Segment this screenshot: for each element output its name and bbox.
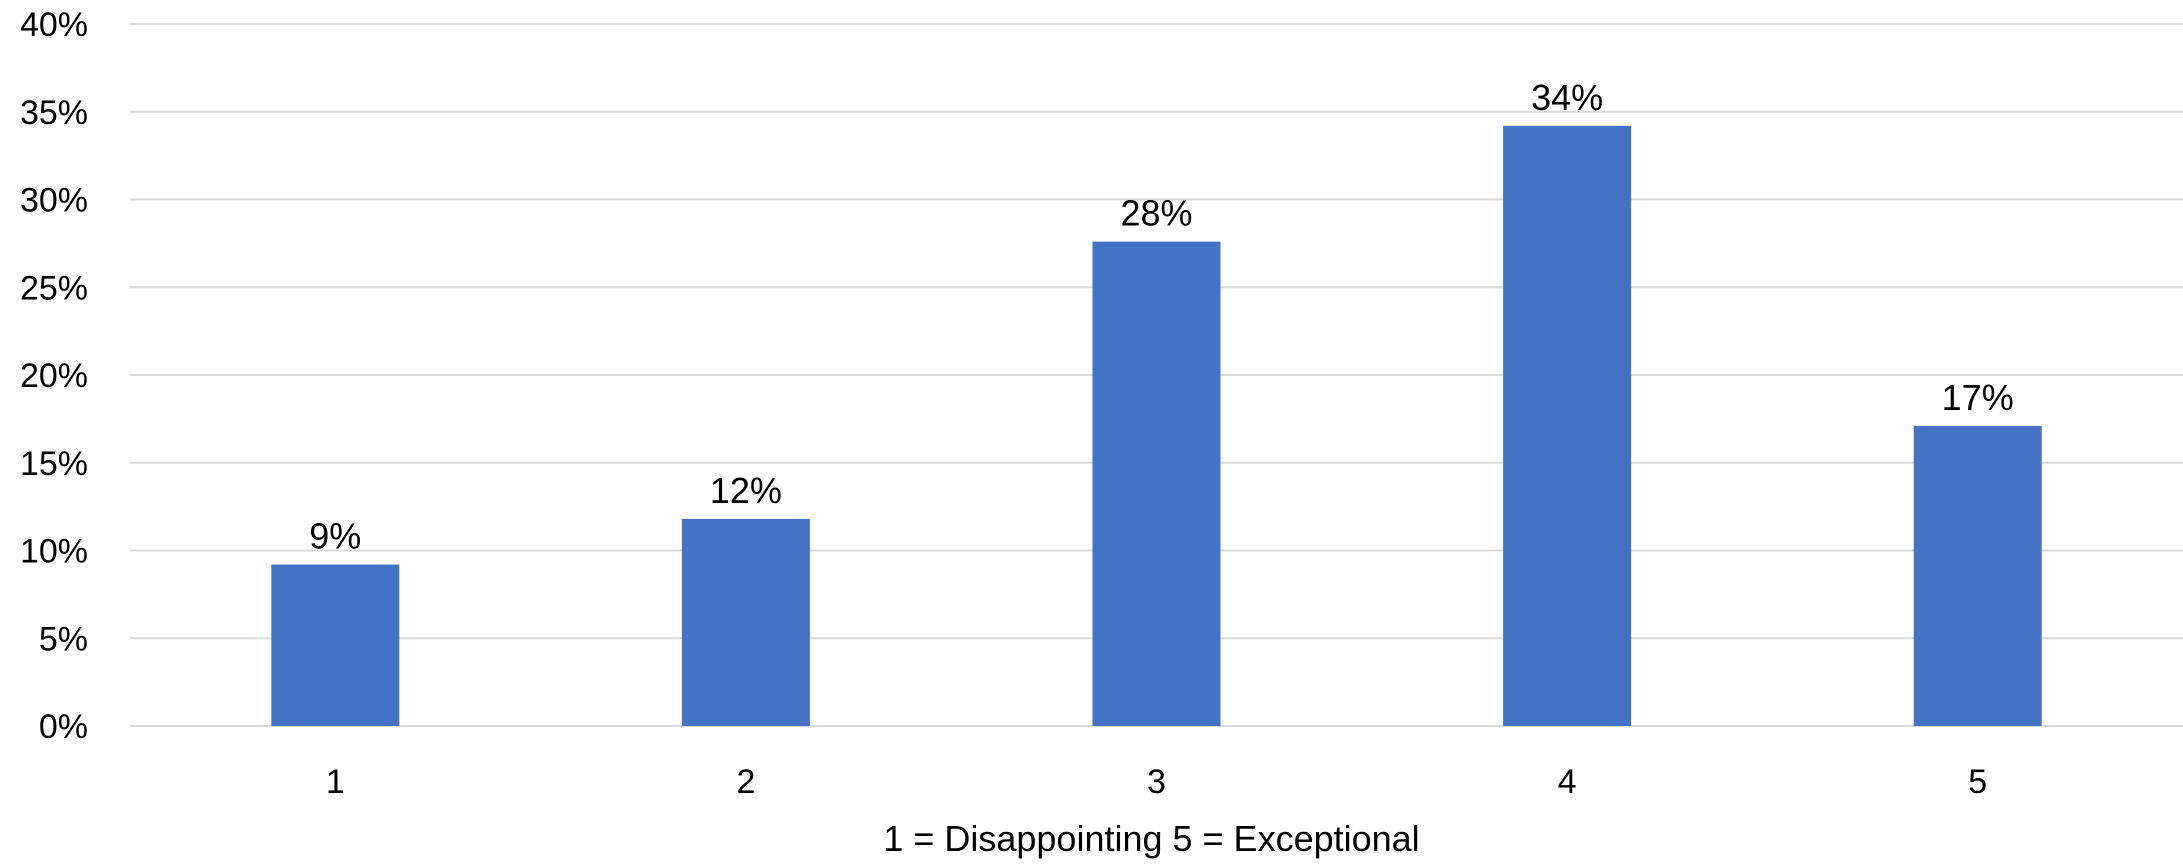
bars bbox=[271, 125, 2042, 727]
data-label: 12% bbox=[710, 470, 782, 511]
y-tick-label: 35% bbox=[20, 94, 88, 132]
y-tick-label: 5% bbox=[39, 620, 88, 658]
y-tick-label: 30% bbox=[20, 182, 88, 220]
y-tick-label: 25% bbox=[20, 269, 88, 307]
data-labels: 9% 12% 28% 34% 17% bbox=[309, 77, 2013, 557]
bar bbox=[1503, 125, 1632, 727]
x-tick-label: 1 bbox=[326, 763, 345, 801]
x-tick-label: 3 bbox=[1147, 763, 1166, 801]
bar bbox=[681, 518, 810, 726]
bar bbox=[1913, 425, 2042, 726]
x-tick-label: 4 bbox=[1558, 763, 1577, 801]
bar bbox=[1092, 241, 1221, 726]
y-tick-label: 40% bbox=[20, 6, 88, 44]
x-axis-title: 1 = Disappointing 5 = Exceptional bbox=[883, 818, 1419, 859]
x-tick-label: 2 bbox=[736, 763, 755, 801]
data-label: 9% bbox=[309, 516, 361, 557]
y-axis-tick-labels: 0% 5% 10% 15% 20% 25% 30% 35% 40% bbox=[20, 6, 88, 746]
y-tick-label: 20% bbox=[20, 357, 88, 395]
x-tick-label: 5 bbox=[1968, 763, 1987, 801]
y-tick-label: 10% bbox=[20, 533, 88, 571]
y-tick-label: 15% bbox=[20, 445, 88, 483]
x-axis-tick-labels: 1 2 3 4 5 bbox=[326, 763, 1987, 801]
y-tick-label: 0% bbox=[39, 708, 88, 746]
data-label: 28% bbox=[1120, 193, 1192, 234]
data-label: 17% bbox=[1942, 377, 2014, 418]
bar bbox=[271, 564, 400, 726]
data-label: 34% bbox=[1531, 77, 1603, 118]
